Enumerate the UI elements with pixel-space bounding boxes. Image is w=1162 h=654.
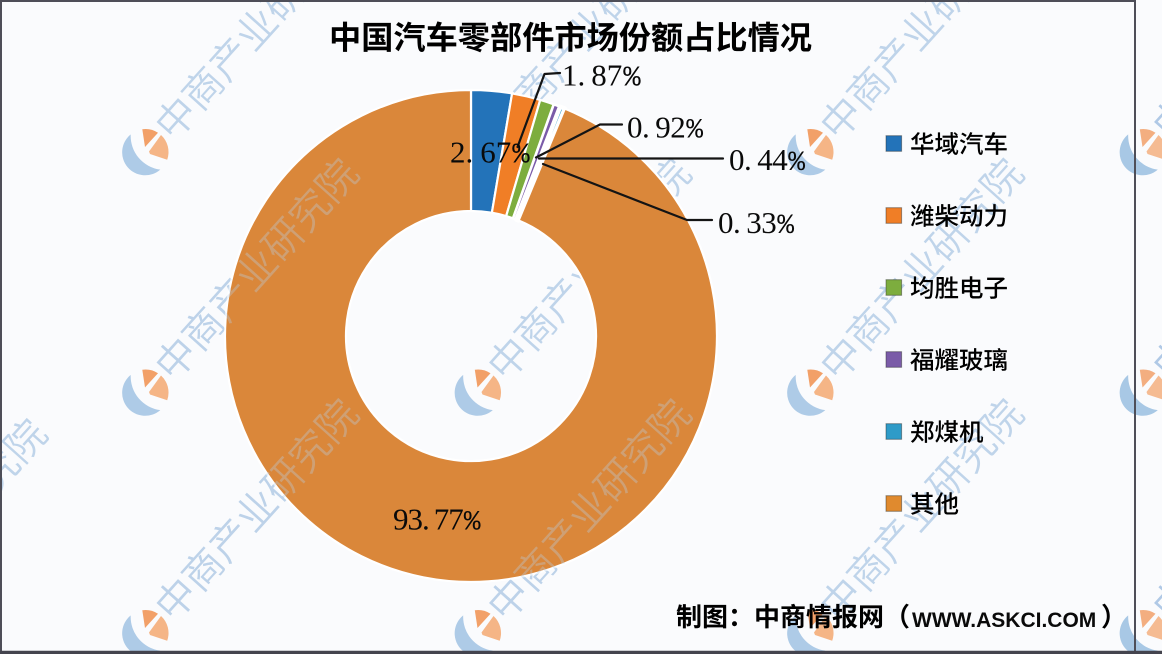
svg-text:0.33%: 0. 33%	[718, 205, 794, 242]
svg-text:0.44%: 0. 44%	[729, 142, 805, 179]
svg-text:93.77%: 93. 77%	[393, 502, 481, 539]
svg-text:0.92%: 0. 92%	[627, 110, 703, 147]
svg-text:2.67%: 2. 67%	[450, 135, 530, 172]
svg-text:WWW.ASKCI.COM: WWW.ASKCI.COM	[912, 609, 1096, 632]
svg-text:1.87%: 1. 87%	[562, 58, 641, 95]
